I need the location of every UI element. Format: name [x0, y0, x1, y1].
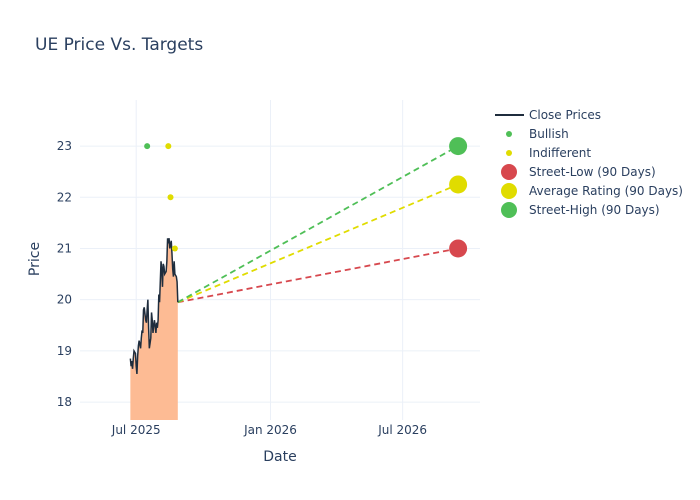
indifferent-point	[167, 194, 174, 201]
x-tick-label: Jul 2025	[111, 423, 161, 437]
y-tick-label: 22	[57, 190, 72, 204]
legend-dot-swatch	[501, 183, 517, 199]
legend-item[interactable]: Close Prices	[495, 108, 601, 122]
x-tick-label: Jul 2026	[377, 423, 427, 437]
indifferent-point	[171, 245, 178, 252]
plot-area	[129, 137, 468, 420]
y-tick-label: 23	[57, 139, 72, 153]
legend-dot-swatch	[501, 202, 517, 218]
target-line	[177, 183, 459, 304]
legend-label: Street-High (90 Days)	[529, 203, 660, 217]
close-price-line	[129, 238, 179, 374]
y-tick-label: 20	[57, 293, 72, 307]
legend-item[interactable]: Indifferent	[506, 146, 591, 160]
legend-item[interactable]: Street-High (90 Days)	[501, 202, 660, 218]
legend-item[interactable]: Bullish	[506, 127, 569, 141]
legend-item[interactable]: Street-Low (90 Days)	[501, 164, 656, 180]
y-tick-label: 21	[57, 241, 72, 255]
target-marker	[449, 137, 468, 156]
target-line	[177, 247, 459, 304]
target-line	[177, 145, 459, 304]
bullish-point	[144, 143, 151, 150]
y-axis-ticks: 18 19 20 21 22 23	[57, 139, 72, 409]
target-marker	[449, 175, 468, 194]
legend-dot-swatch	[501, 164, 517, 180]
x-axis-ticks: Jul 2025 Jan 2026 Jul 2026	[111, 423, 427, 437]
x-axis-title: Date	[263, 449, 296, 465]
indifferent-point	[165, 143, 172, 150]
legend-label: Bullish	[529, 127, 569, 141]
y-tick-label: 18	[57, 395, 72, 409]
legend-label: Indifferent	[529, 146, 591, 160]
target-marker	[449, 239, 468, 258]
legend-item[interactable]: Average Rating (90 Days)	[501, 183, 683, 199]
legend[interactable]: Close Prices Bullish Indifferent Street-Low…	[495, 108, 683, 218]
legend-dot-swatch	[506, 131, 512, 137]
chart-title: UE Price Vs. Targets	[35, 35, 203, 55]
legend-label: Average Rating (90 Days)	[529, 184, 683, 198]
y-axis-title: Price	[27, 242, 43, 276]
legend-label: Street-Low (90 Days)	[529, 165, 656, 179]
legend-dot-swatch	[506, 150, 512, 156]
y-tick-label: 19	[57, 344, 72, 358]
x-tick-label: Jan 2026	[243, 423, 297, 437]
legend-label: Close Prices	[529, 108, 601, 122]
